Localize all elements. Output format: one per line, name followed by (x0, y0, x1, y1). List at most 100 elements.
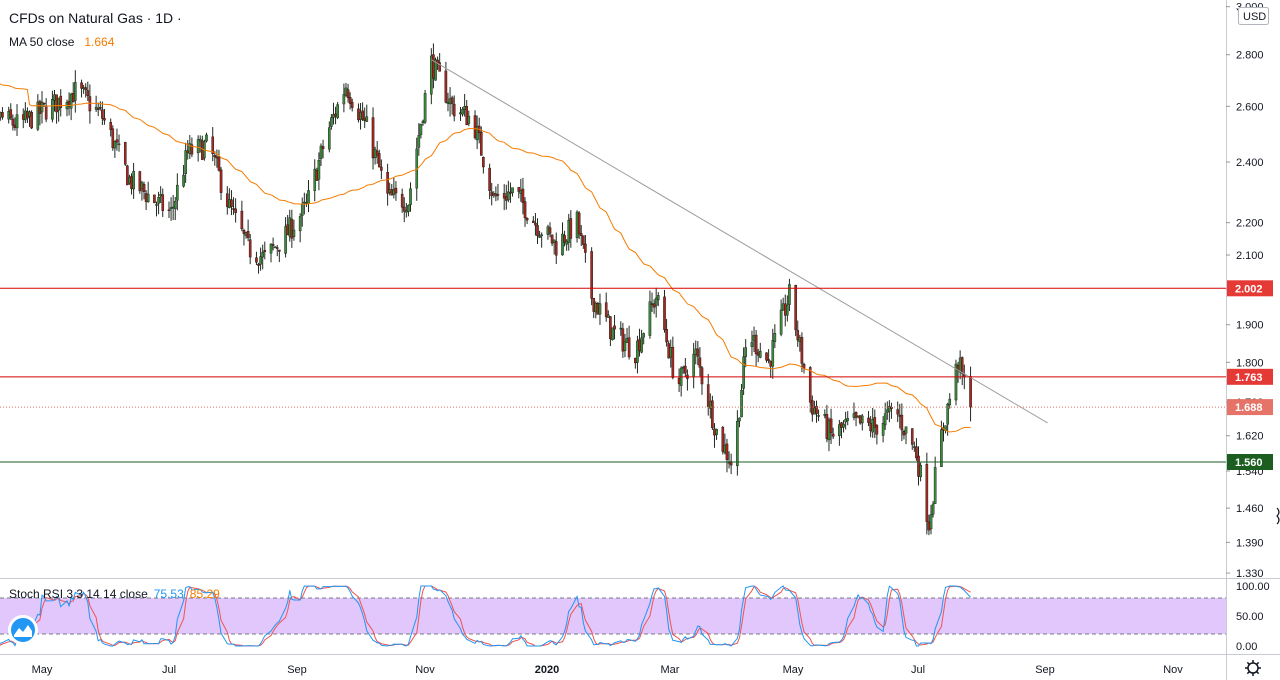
candle-body (525, 218, 529, 221)
candle-body (771, 340, 775, 367)
candle (205, 132, 208, 143)
candle-body (521, 188, 525, 203)
symbol-title[interactable]: CFDs on Natural Gas · 1D · (9, 10, 182, 26)
rsi-legend[interactable]: Stoch RSI 3 3 14 14 close 75.53 85.29 (9, 587, 220, 601)
candle-body (146, 193, 150, 203)
candle-body (321, 146, 325, 149)
candle-body (504, 196, 508, 201)
candle-body (948, 398, 952, 406)
candle-body (604, 302, 608, 318)
candle-body (290, 218, 294, 239)
price-pane (0, 43, 1048, 536)
candle-body (419, 123, 423, 135)
candle-body (334, 113, 337, 117)
candle-body (7, 111, 10, 120)
candle (269, 243, 273, 263)
candle-body (300, 203, 304, 216)
resize-cursor-icon (1276, 507, 1280, 525)
rsi-band (0, 598, 1226, 634)
candle-body (642, 333, 645, 338)
candle-body (363, 118, 367, 121)
candle-body (669, 347, 673, 358)
candle-body (153, 194, 156, 204)
candle (517, 186, 521, 199)
candle-body (182, 174, 185, 187)
candle (213, 151, 217, 166)
candle-body (969, 376, 972, 408)
candle (146, 181, 150, 203)
rsi-axis[interactable]: 100.00 50.00 0.00 (1236, 581, 1270, 653)
candle-body (307, 190, 310, 204)
candle (350, 98, 354, 112)
candle-body (856, 415, 860, 418)
candle-body (800, 337, 804, 364)
candle-body (829, 418, 833, 434)
candle (715, 428, 718, 440)
candle-body (671, 346, 675, 378)
candle-body (219, 169, 223, 193)
candle-body (286, 224, 289, 236)
gear-tooth (1246, 661, 1250, 665)
candle-body (51, 99, 54, 120)
settings-button[interactable] (1245, 660, 1261, 676)
price-tick-label: 1.330 (1236, 568, 1264, 580)
candle-body (336, 104, 339, 118)
candle-body (40, 101, 44, 113)
candle-body (405, 210, 408, 213)
candle (96, 102, 100, 117)
candle (796, 320, 800, 347)
time-tick-label: Nov (1163, 664, 1183, 676)
candle-body (255, 257, 258, 263)
trendline[interactable] (431, 59, 1048, 424)
candle-body (925, 464, 929, 522)
candle-body (400, 193, 404, 208)
candle (30, 110, 33, 130)
candle-body (840, 422, 843, 428)
candle (554, 232, 558, 265)
candle (377, 149, 381, 168)
candle (838, 419, 841, 446)
gear-tooth (1256, 671, 1260, 675)
candle (467, 110, 471, 127)
candle-body (273, 246, 277, 249)
time-tick-label: Sep (287, 664, 307, 676)
candle-body (698, 357, 702, 368)
candle-body (861, 415, 864, 424)
candle (98, 101, 102, 111)
candle (51, 90, 54, 123)
currency-button[interactable]: USD (1238, 7, 1269, 25)
candle-body (423, 93, 427, 123)
candle (409, 182, 412, 212)
candle-body (482, 156, 485, 168)
candle-body (756, 352, 760, 356)
candle-body (694, 348, 698, 356)
ma-label: MA 50 close (9, 35, 75, 49)
candle (475, 115, 479, 150)
candle-body (808, 367, 812, 403)
candle (234, 198, 237, 223)
candle (219, 167, 223, 201)
candle-body (140, 182, 144, 190)
tradingview-logo[interactable] (8, 615, 38, 645)
candle (779, 299, 783, 337)
price-tick-label: 2.800 (1236, 50, 1264, 62)
time-axis[interactable]: May Jul Sep Nov 2020 Mar May Jul Sep Nov (32, 664, 1184, 676)
candle (536, 218, 539, 244)
candle-body (371, 117, 375, 159)
candle-body (288, 217, 292, 237)
candle-body (607, 314, 610, 318)
candle-body (711, 400, 714, 428)
candle-body (144, 193, 148, 202)
candle-body (640, 337, 643, 353)
ma-legend[interactable]: MA 50 close 1.664 (9, 35, 115, 49)
price-tick-label: 1.620 (1236, 431, 1264, 443)
candle-body (613, 325, 616, 330)
time-tick-label: May (32, 664, 53, 676)
candle (648, 290, 652, 339)
currency-box (1238, 7, 1269, 25)
candle-body (517, 187, 521, 192)
price-tick-label: 2.600 (1236, 101, 1264, 113)
candle-body (438, 62, 441, 72)
candle-body (157, 196, 160, 204)
candle-body (577, 212, 581, 235)
